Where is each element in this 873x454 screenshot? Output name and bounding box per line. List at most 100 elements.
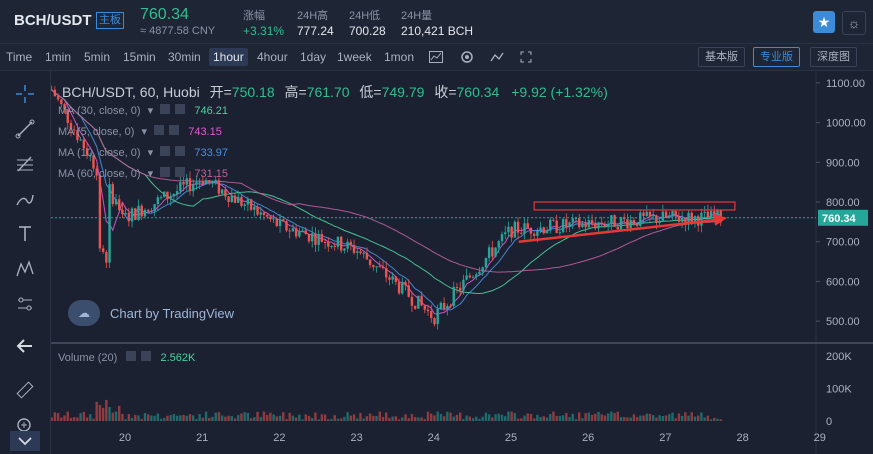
pair-name[interactable]: BCH/USDT [14,12,92,29]
volume-bar [121,413,124,421]
volume-settings-icon[interactable] [126,351,137,361]
candle-body [101,248,105,252]
collapse-chevron-icon[interactable] [10,431,40,451]
candle-body [201,181,205,185]
ruler-icon[interactable] [12,377,38,403]
ma10-legend[interactable]: MA (10, close, 0) ▾ 733.97 [58,146,228,159]
price-chart[interactable]: 1100.00 1000.00 900.00 800.00 700.00 600.00 50… [51,71,873,454]
candle-body [449,305,452,307]
volume-legend-value: 2.562K [160,352,196,364]
ma60-settings-icon[interactable] [160,167,171,177]
ma5-close-icon[interactable] [169,125,180,135]
volume-bar [272,414,275,421]
volume-legend[interactable]: Volume (20) 2.562K [58,351,195,364]
candle-body [275,218,279,227]
candle-body [430,311,433,319]
ma5-dropdown-icon[interactable]: ▾ [141,126,148,138]
basic-version-button[interactable]: 基本版 [698,47,745,67]
tf-1min[interactable]: 1min [45,50,72,64]
volume-bar [404,414,407,421]
indicators-icon[interactable] [487,47,507,67]
ma5-settings-icon[interactable] [154,125,165,135]
candle-body [134,208,137,220]
volume-bar [378,411,381,421]
volume-bar [623,417,626,421]
star-icon[interactable]: ★ [813,11,835,33]
volume-bar [278,415,282,421]
trendline-icon[interactable] [12,116,38,142]
tf-15min[interactable]: 15min [123,50,156,64]
candle-body [153,204,156,211]
volume-bar [282,412,285,421]
depth-chart-button[interactable]: 深度图 [810,47,857,67]
board-badge: 主板 [96,12,124,29]
candle-body [600,222,603,225]
candle-body [362,252,365,254]
brush-icon[interactable] [12,186,38,212]
pro-version-button[interactable]: 专业版 [753,47,800,67]
ma10-close-icon[interactable] [175,146,186,156]
volume-bars [51,399,722,421]
volume-bar [542,416,546,421]
volume-bar [597,411,600,421]
pattern-icon[interactable] [12,256,38,282]
ma60-legend[interactable]: MA (60, close, 0) ▾ 731.15 [58,167,228,180]
candle-body [66,109,69,123]
volume-bar [356,418,359,421]
ma30-dropdown-icon[interactable]: ▾ [147,105,154,117]
volume-bar [79,413,82,421]
volume-bar [568,417,571,421]
tf-time[interactable]: Time [6,50,33,64]
ma30-close-icon[interactable] [175,104,186,114]
ma10-dropdown-icon[interactable]: ▾ [147,147,154,159]
ma5-legend[interactable]: MA (5, close, 0) ▾ 743.15 [58,125,222,138]
volume-bar [539,417,542,421]
volume-bar [140,418,143,421]
candle-body [410,296,414,306]
ma60-close-icon[interactable] [175,167,186,177]
text-icon[interactable] [12,221,38,247]
open-value: 750.18 [231,84,275,100]
ma10-settings-icon[interactable] [160,146,171,156]
candle-body [76,130,79,140]
volume-bar [381,416,385,421]
tf-4hour[interactable]: 4hour [257,50,288,64]
volume-bar [475,416,478,421]
crosshair-icon[interactable] [12,81,38,107]
candle-body [571,218,574,223]
tf-1day[interactable]: 1day [300,50,327,64]
candle-body [182,182,185,185]
fib-icon[interactable] [12,151,38,177]
volume-bar [76,417,79,421]
volume-bar [442,416,446,421]
candle-body [446,305,449,309]
ma60-dropdown-icon[interactable]: ▾ [147,168,154,180]
tf-30min[interactable]: 30min [168,50,201,64]
volume-bar [372,415,375,421]
tf-5min[interactable]: 5min [84,50,111,64]
fullscreen-icon[interactable] [516,47,536,67]
candle-body [365,252,369,260]
ma30-legend[interactable]: MA (30, close, 0) ▾ 746.21 [58,104,228,117]
ma30-settings-icon[interactable] [160,104,171,114]
candle-body [417,295,420,309]
volume-bar [314,412,317,421]
volume-bar [243,412,246,421]
volume-close-icon[interactable] [141,351,152,361]
measure-icon[interactable] [12,291,38,317]
tradingview-watermark[interactable]: ☁ Chart by TradingView [68,300,234,326]
volume-bar [375,415,378,421]
tf-1mon[interactable]: 1mon [384,50,415,64]
last-price: 760.34 [140,6,189,23]
chart-type-icon[interactable] [426,47,446,67]
current-price-label: 760.34 [822,213,857,225]
volume-bar [629,417,632,421]
settings-icon[interactable] [457,47,477,67]
tf-1week[interactable]: 1week [337,50,372,64]
tf-1hour[interactable]: 1hour [209,48,248,66]
volume-bar [166,415,169,421]
candle-body [549,219,552,231]
theme-icon[interactable]: ☼ [842,11,866,35]
time-tick-label: 23 [350,432,362,444]
back-arrow-icon[interactable] [12,333,38,359]
